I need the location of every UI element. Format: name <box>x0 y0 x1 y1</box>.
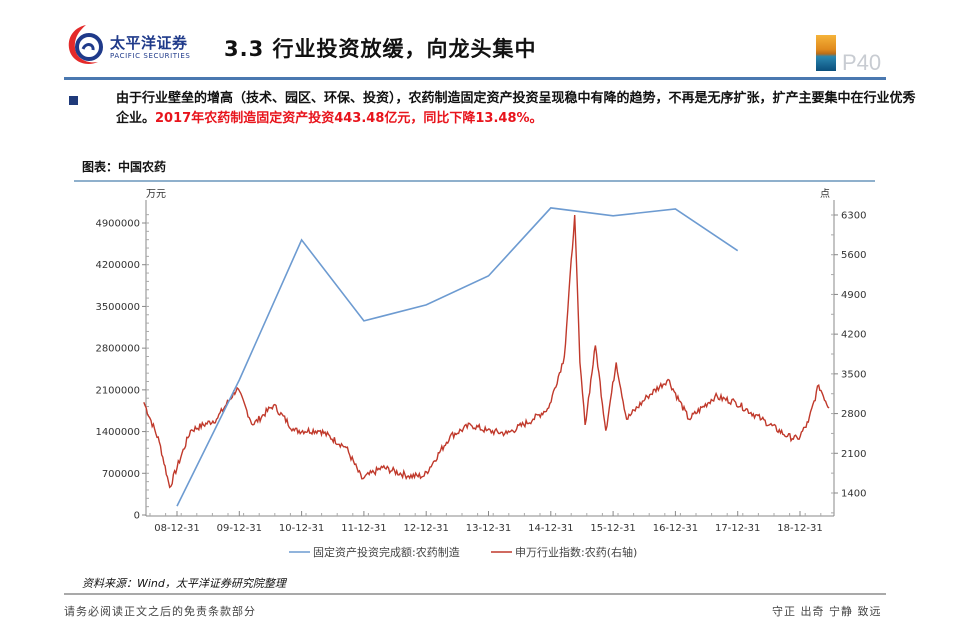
logo-english-name: PACIFIC SECURITIES <box>110 52 191 60</box>
svg-text:3500000: 3500000 <box>95 302 140 313</box>
page-number: P40 <box>842 50 882 75</box>
svg-text:4200000: 4200000 <box>95 260 140 271</box>
svg-text:700000: 700000 <box>102 469 140 480</box>
svg-text:3500: 3500 <box>841 369 866 380</box>
legend-label-index: 申万行业指数:农药(右轴) <box>515 545 637 559</box>
series-fixed-asset-investment-line <box>176 207 739 507</box>
svg-text:13-12-31: 13-12-31 <box>466 523 511 534</box>
svg-text:18-12-31: 18-12-31 <box>777 523 822 534</box>
chart-legend: 固定资产投资完成额:农药制造 申万行业指数:农药(右轴) <box>289 545 637 559</box>
figure-title-divider <box>74 180 875 182</box>
svg-text:10-12-31: 10-12-31 <box>279 523 324 534</box>
body-text-normal: 由于行业壁垒的增高（技术、园区、环保、投资），农药制造固定资产投资呈现稳中有降的… <box>116 91 916 126</box>
svg-text:0: 0 <box>134 511 140 522</box>
svg-text:1400: 1400 <box>841 489 866 500</box>
body-text-highlight: 2017年农药制造固定资产投资443.48亿元，同比下降13.48%。 <box>155 111 543 126</box>
svg-text:6300: 6300 <box>841 211 866 222</box>
company-logo: 太平洋证券 PACIFIC SECURITIES <box>64 22 199 68</box>
svg-text:4900000: 4900000 <box>95 219 140 230</box>
svg-text:16-12-31: 16-12-31 <box>653 523 698 534</box>
svg-text:4900: 4900 <box>841 290 866 301</box>
footer-divider <box>64 593 886 595</box>
figure-source: 资料来源：Wind，太平洋证券研究院整理 <box>82 577 286 590</box>
body-paragraph: 由于行业壁垒的增高（技术、园区、环保、投资），农药制造固定资产投资呈现稳中有降的… <box>116 89 916 129</box>
figure-title: 图表：中国农药 <box>82 160 167 174</box>
bullet-square-icon <box>69 96 78 105</box>
svg-text:17-12-31: 17-12-31 <box>715 523 760 534</box>
svg-text:2800000: 2800000 <box>95 344 140 355</box>
x-axis-ticks: 08-12-31 09-12-31 10-12-31 11-12-31 12-12-31… <box>149 511 823 534</box>
left-axis-ticks: 0 700000 1400000 2100000 2800000 3500000 42000… <box>95 214 149 522</box>
right-axis-unit: 点 <box>820 188 830 200</box>
svg-text:09-12-31: 09-12-31 <box>217 523 262 534</box>
svg-text:4200: 4200 <box>841 330 866 341</box>
sunset-image-icon <box>816 35 836 71</box>
footer-disclaimer: 请务必阅读正文之后的免责条款部分 <box>64 605 256 618</box>
logo-chinese-name: 太平洋证券 <box>110 34 188 52</box>
logo-mark-icon <box>68 25 103 64</box>
svg-text:14-12-31: 14-12-31 <box>528 523 573 534</box>
header-divider <box>64 77 886 80</box>
svg-text:12-12-31: 12-12-31 <box>404 523 449 534</box>
series-sw-pesticide-index-line <box>143 214 830 489</box>
footer-motto: 守正 出奇 宁静 致远 <box>772 605 882 618</box>
svg-text:15-12-31: 15-12-31 <box>590 523 635 534</box>
svg-text:1400000: 1400000 <box>95 427 140 438</box>
legend-label-investment: 固定资产投资完成额:农药制造 <box>313 545 460 559</box>
svg-text:11-12-31: 11-12-31 <box>341 523 386 534</box>
svg-text:5600: 5600 <box>841 250 866 261</box>
svg-text:2100000: 2100000 <box>95 385 140 396</box>
svg-text:2800: 2800 <box>841 409 866 420</box>
right-axis-ticks: 1400 2100 2800 3500 4200 4900 5600 6300 <box>831 211 866 514</box>
svg-text:2100: 2100 <box>841 449 866 460</box>
left-axis-unit: 万元 <box>146 189 166 200</box>
page-title: 3.3 行业投资放缓，向龙头集中 <box>224 37 537 61</box>
svg-text:08-12-31: 08-12-31 <box>154 523 199 534</box>
